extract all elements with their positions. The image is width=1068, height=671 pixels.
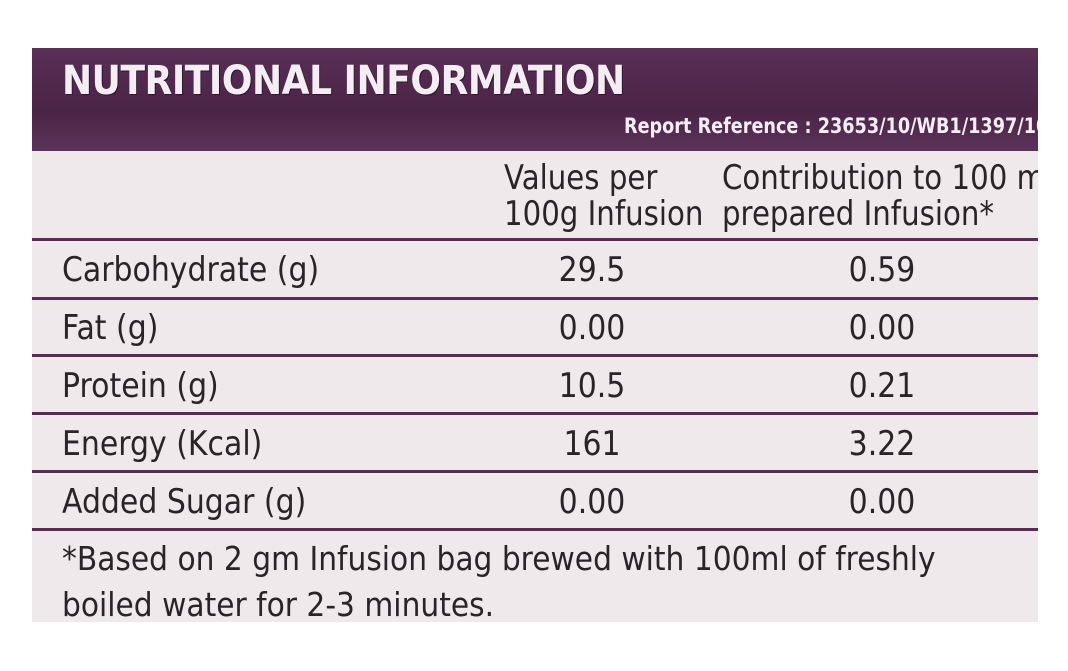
row-divider — [32, 238, 1038, 241]
nutrient-name: Carbohydrate (g) — [62, 250, 320, 290]
value-per-100ml: 0.00 — [848, 308, 916, 348]
value-per-100g: 0.00 — [558, 308, 626, 348]
footnote-line1: *Based on 2 gm Infusion bag brewed with … — [62, 539, 936, 578]
row-divider — [32, 354, 1038, 357]
label-title: NUTRITIONAL INFORMATION — [62, 58, 625, 104]
value-per-100g: 161 — [563, 424, 621, 464]
nutrient-name: Energy (Kcal) — [62, 424, 263, 464]
nutrient-name: Fat (g) — [62, 308, 159, 348]
column-header-per-100ml-line1: Contribution to 100 ml — [722, 158, 1038, 198]
header-band: NUTRITIONAL INFORMATION Report Reference… — [32, 48, 1038, 151]
column-header-per-100ml-line2: prepared Infusion* — [722, 194, 995, 234]
nutrition-label: NUTRITIONAL INFORMATION Report Reference… — [32, 48, 1038, 622]
value-per-100g: 0.00 — [558, 482, 626, 522]
column-header-per-100ml: Contribution to 100 ml prepared Infusion… — [722, 160, 1038, 232]
column-header-per-100g: Values per 100g Infusion — [504, 160, 703, 232]
value-per-100ml: 0.59 — [848, 250, 916, 290]
value-per-100ml: 0.00 — [848, 482, 916, 522]
value-per-100ml: 3.22 — [848, 424, 916, 464]
column-header-per-100g-line2: 100g Infusion — [504, 194, 704, 234]
row-divider — [32, 412, 1038, 415]
value-per-100ml: 0.21 — [848, 366, 916, 406]
row-divider — [32, 528, 1038, 531]
footnote-line2: boiled water for 2-3 minutes. — [62, 585, 495, 622]
row-divider — [32, 470, 1038, 473]
row-divider — [32, 297, 1038, 300]
footnote: *Based on 2 gm Infusion bag brewed with … — [62, 536, 936, 622]
column-header-per-100g-line1: Values per — [504, 158, 658, 198]
report-reference: Report Reference : 23653/10/WB1/1397/10 — [624, 114, 1038, 138]
value-per-100g: 29.5 — [558, 250, 626, 290]
nutrient-name: Added Sugar (g) — [62, 482, 307, 522]
nutrient-name: Protein (g) — [62, 366, 219, 406]
value-per-100g: 10.5 — [558, 366, 626, 406]
